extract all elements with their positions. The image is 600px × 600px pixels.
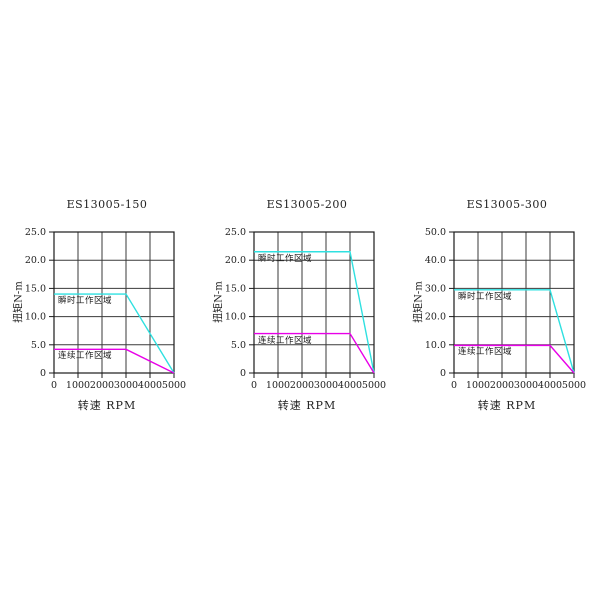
svg-text:0: 0 (451, 380, 457, 391)
svg-text:15.0: 15.0 (25, 283, 46, 294)
svg-text:30.0: 30.0 (425, 283, 446, 294)
svg-text:1000: 1000 (66, 380, 90, 391)
svg-text:5.0: 5.0 (31, 340, 46, 351)
x-axis-label: 转速 RPM (77, 399, 137, 412)
torque-speed-plot: 0 1000 2000 3000 4000 5000 0 5.0 10.0 15.0 20.0 25.… (225, 227, 386, 391)
svg-text:0: 0 (40, 368, 46, 379)
svg-text:20.0: 20.0 (225, 255, 246, 266)
svg-text:10.0: 10.0 (25, 312, 46, 323)
instantaneous-region-label: 瞬时工作区域 (458, 291, 513, 302)
svg-text:5000: 5000 (162, 380, 186, 391)
svg-text:50.0: 50.0 (425, 227, 446, 238)
charts-row: ES13005-150 扭矩N-m 0 1000 2000 3000 4000 5000 0… (0, 198, 600, 413)
svg-text:1000: 1000 (266, 380, 290, 391)
plot-area: 0 1000 2000 3000 4000 5000 0 10.0 20.0 30.0 40.0 50… (424, 226, 590, 396)
chart-title: ES13005-200 (266, 198, 348, 211)
svg-text:0: 0 (251, 380, 257, 391)
chart-es13005-150: ES13005-150 扭矩N-m 0 1000 2000 3000 4000 5000 0… (10, 198, 190, 413)
chart-title: ES13005-300 (466, 198, 548, 211)
chart-title: ES13005-150 (66, 198, 148, 211)
instantaneous-region-label: 瞬时工作区域 (58, 296, 113, 307)
svg-text:1000: 1000 (466, 380, 490, 391)
svg-text:3000: 3000 (314, 380, 338, 391)
plot-area: 0 1000 2000 3000 4000 5000 0 5.0 10.0 15.0 20.0 25.… (24, 226, 190, 396)
svg-text:2000: 2000 (490, 380, 514, 391)
svg-text:3000: 3000 (514, 380, 538, 391)
svg-text:25.0: 25.0 (25, 227, 46, 238)
svg-text:20.0: 20.0 (425, 312, 446, 323)
svg-text:2000: 2000 (290, 380, 314, 391)
svg-text:3000: 3000 (114, 380, 138, 391)
y-axis-label: 扭矩N-m (413, 281, 425, 323)
svg-text:40.0: 40.0 (425, 255, 446, 266)
y-axis-label: 扭矩N-m (213, 281, 225, 323)
svg-text:15.0: 15.0 (225, 283, 246, 294)
svg-text:10.0: 10.0 (425, 340, 446, 351)
plot-row: 扭矩N-m 0 1000 2000 3000 4000 5000 0 10.0 20.0 30.0… (410, 226, 590, 396)
svg-text:4000: 4000 (338, 380, 362, 391)
svg-text:10.0: 10.0 (225, 312, 246, 323)
svg-text:5000: 5000 (362, 380, 386, 391)
continuous-region-label: 连续工作区域 (458, 347, 513, 358)
torque-speed-plot: 0 1000 2000 3000 4000 5000 0 5.0 10.0 15.0 20.0 25.… (25, 227, 186, 391)
y-axis-label: 扭矩N-m (13, 281, 25, 323)
svg-text:2000: 2000 (90, 380, 114, 391)
svg-text:5000: 5000 (562, 380, 586, 391)
svg-text:5.0: 5.0 (231, 340, 246, 351)
x-axis-label: 转速 RPM (277, 399, 337, 412)
y-axis-label-column: 扭矩N-m (210, 226, 225, 396)
plot-area: 0 1000 2000 3000 4000 5000 0 5.0 10.0 15.0 20.0 25.… (224, 226, 390, 396)
plot-row: 扭矩N-m 0 1000 2000 3000 4000 5000 0 5.0 10.0 15.0 2… (210, 226, 390, 396)
torque-speed-plot: 0 1000 2000 3000 4000 5000 0 10.0 20.0 30.0 40.0 50… (425, 227, 586, 391)
y-axis-label-column: 扭矩N-m (10, 226, 25, 396)
svg-text:25.0: 25.0 (225, 227, 246, 238)
svg-text:4000: 4000 (138, 380, 162, 391)
svg-text:0: 0 (440, 368, 446, 379)
y-axis-label-column: 扭矩N-m (410, 226, 425, 396)
svg-text:0: 0 (51, 380, 57, 391)
plot-row: 扭矩N-m 0 1000 2000 3000 4000 5000 0 5.0 10.0 15.0 2… (10, 226, 190, 396)
chart-es13005-300: ES13005-300 扭矩N-m 0 1000 2000 3000 4000 5000 0… (410, 198, 590, 413)
svg-text:4000: 4000 (538, 380, 562, 391)
continuous-region-label: 连续工作区域 (258, 335, 313, 346)
instantaneous-region-label: 瞬时工作区域 (258, 253, 313, 264)
x-axis-label: 转速 RPM (477, 399, 537, 412)
continuous-region-label: 连续工作区域 (58, 351, 113, 362)
chart-es13005-200: ES13005-200 扭矩N-m 0 1000 2000 3000 4000 5000 0… (210, 198, 390, 413)
svg-text:0: 0 (240, 368, 246, 379)
svg-text:20.0: 20.0 (25, 255, 46, 266)
